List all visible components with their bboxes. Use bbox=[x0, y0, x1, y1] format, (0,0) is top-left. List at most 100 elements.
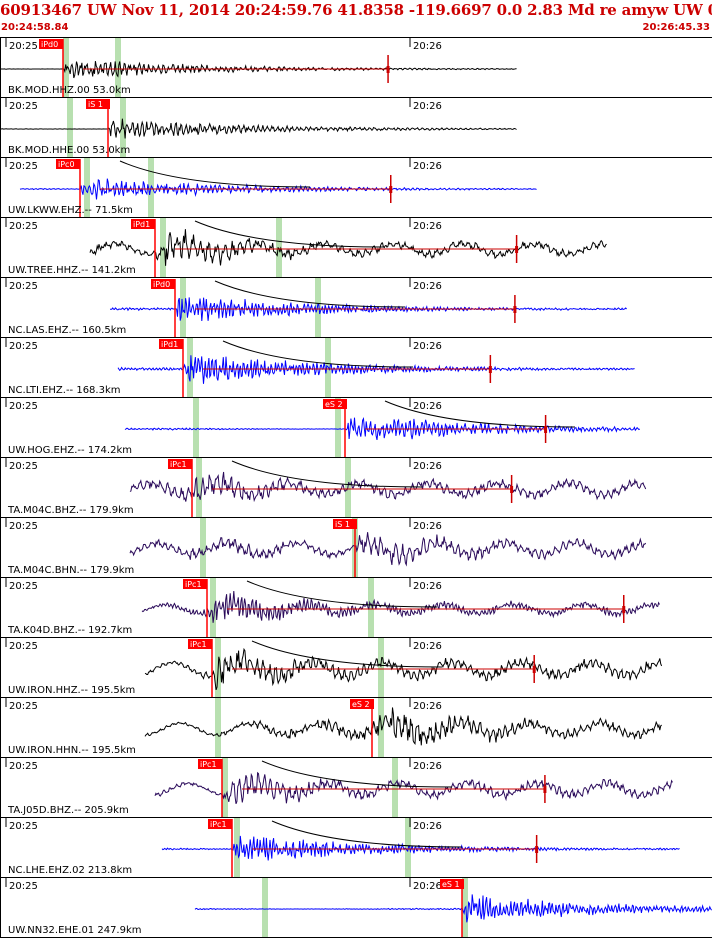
decay-curve bbox=[251, 640, 443, 668]
seismic-waveform bbox=[89, 229, 607, 266]
tick-label: 20:25 bbox=[9, 521, 38, 532]
tick-label: 20:26 bbox=[413, 221, 442, 232]
p-arrival-window bbox=[234, 818, 240, 877]
pick-label: iPc1 bbox=[170, 460, 187, 469]
trace-panel: 20:25 20:26 iPc1 TA.J05D.BHZ.-- 205.9km bbox=[0, 757, 712, 817]
pick-marker-box bbox=[208, 819, 232, 829]
s-arrival-window bbox=[276, 218, 282, 277]
pick-marker-box bbox=[440, 879, 464, 889]
tick-label: 20:25 bbox=[9, 461, 38, 472]
tick-label: 20:26 bbox=[413, 341, 442, 352]
station-label: BK.MOD.HHE.00 53.0km bbox=[8, 145, 130, 156]
p-arrival-window bbox=[200, 518, 206, 577]
tick-label: 20:26 bbox=[413, 161, 442, 172]
pick-label: iPc0 bbox=[58, 160, 75, 169]
station-label: UW.NN32.EHE.01 247.9km bbox=[8, 925, 142, 936]
trace-panel: 20:25 20:26 iS 1 BK.MOD.HHE.00 53.0km bbox=[0, 97, 712, 157]
p-arrival-window bbox=[210, 578, 216, 637]
tick-label: 20:25 bbox=[9, 161, 38, 172]
pick-marker-box bbox=[56, 159, 80, 169]
pick-label: iPc1 bbox=[200, 760, 217, 769]
pick-label: eS 2 bbox=[325, 400, 343, 409]
tick-label: 20:25 bbox=[9, 221, 38, 232]
s-arrival-window bbox=[335, 398, 341, 457]
p-arrival-window bbox=[222, 758, 228, 817]
pick-label: iPd0 bbox=[153, 280, 170, 289]
station-label: TA.J05D.BHZ.-- 205.9km bbox=[7, 805, 129, 816]
pick-marker-box bbox=[131, 219, 155, 229]
tick-label: 20:25 bbox=[9, 761, 38, 772]
decay-curve bbox=[261, 760, 453, 788]
station-label: TA.M04C.BHN.-- 179.9km bbox=[7, 565, 134, 576]
decay-curve bbox=[271, 820, 463, 848]
coda-end-marker-blob bbox=[510, 486, 514, 493]
pick-marker-box bbox=[151, 279, 175, 289]
p-arrival-window bbox=[160, 218, 166, 277]
pick-marker-box bbox=[86, 99, 110, 109]
trace-panel: 20:25 20:26 eS 1 UW.NN32.EHE.01 247.9km bbox=[0, 877, 712, 937]
station-label: NC.LHE.EHZ.02 213.8km bbox=[8, 865, 132, 876]
decay-curve bbox=[194, 220, 386, 248]
pick-label: iPc1 bbox=[185, 580, 202, 589]
tick-label: 20:25 bbox=[9, 641, 38, 652]
window-start-time: 20:24:58.84 bbox=[1, 22, 69, 33]
station-label: NC.LTI.EHZ.-- 168.3km bbox=[8, 385, 121, 396]
pick-label: iPc1 bbox=[190, 640, 207, 649]
seismic-waveform bbox=[0, 61, 517, 79]
pick-marker-box bbox=[188, 639, 212, 649]
tick-label: 20:25 bbox=[9, 341, 38, 352]
trace-panel: 20:25 20:26 eS 2 UW.IRON.HHN.-- 195.5km bbox=[0, 697, 712, 757]
seismic-waveform bbox=[117, 355, 635, 384]
pick-marker-box bbox=[168, 459, 192, 469]
pick-label: iPd1 bbox=[161, 340, 178, 349]
tick-label: 20:25 bbox=[9, 881, 38, 892]
seismic-waveform bbox=[129, 532, 647, 567]
coda-end-marker-blob bbox=[389, 186, 393, 193]
pick-label: iPc1 bbox=[210, 820, 227, 829]
tick-label: 20:26 bbox=[413, 821, 442, 832]
tick-label: 20:26 bbox=[413, 881, 442, 892]
pick-label: eS 1 bbox=[442, 880, 460, 889]
p-arrival-window bbox=[193, 398, 199, 457]
tick-label: 20:26 bbox=[413, 101, 442, 112]
station-label: TA.M04C.BHZ.-- 179.9km bbox=[7, 505, 134, 516]
pick-marker-box bbox=[333, 519, 357, 529]
coda-end-marker-blob bbox=[543, 786, 547, 793]
coda-end-marker-blob bbox=[386, 66, 390, 73]
trace-panel: 20:25 20:26 iS 1 TA.M04C.BHN.-- 179.9km bbox=[0, 517, 712, 577]
tick-label: 20:25 bbox=[9, 401, 38, 412]
s-arrival-window bbox=[368, 578, 374, 637]
coda-end-marker-blob bbox=[513, 306, 517, 313]
coda-end-marker-blob bbox=[532, 666, 536, 673]
station-label: NC.LAS.EHZ.-- 160.5km bbox=[8, 325, 126, 336]
tick-label: 20:25 bbox=[9, 281, 38, 292]
decay-curve bbox=[246, 580, 438, 608]
pick-marker-box bbox=[198, 759, 222, 769]
coda-end-marker-blob bbox=[622, 606, 626, 613]
decay-curve bbox=[222, 340, 414, 368]
trace-panel: 20:25 20:26 iPc1 NC.LHE.EHZ.02 213.8km bbox=[0, 817, 712, 877]
coda-end-marker-blob bbox=[488, 366, 492, 373]
trace-panel: 20:25 20:26 iPd0 NC.LAS.EHZ.-- 160.5km bbox=[0, 277, 712, 337]
tick-label: 20:25 bbox=[9, 101, 38, 112]
trace-panel: 20:25 20:26 iPc1 UW.IRON.HHZ.-- 195.5km bbox=[0, 637, 712, 697]
header-bar: 60913467 UW Nov 11, 2014 20:24:59.76 41.… bbox=[0, 0, 712, 36]
p-arrival-window bbox=[196, 458, 202, 517]
pick-label: iS 1 bbox=[335, 520, 350, 529]
trace-panel: 20:25 20:26 iPc1 TA.M04C.BHZ.-- 179.9km bbox=[0, 457, 712, 517]
seismic-waveform bbox=[194, 894, 712, 923]
seismic-waveform bbox=[129, 471, 647, 503]
seismic-waveform bbox=[144, 647, 663, 691]
station-label: UW.IRON.HHN.-- 195.5km bbox=[8, 745, 136, 756]
p-arrival-window bbox=[215, 698, 221, 757]
tick-label: 20:26 bbox=[413, 761, 442, 772]
tick-label: 20:26 bbox=[413, 701, 442, 712]
pick-label: iS 1 bbox=[88, 100, 103, 109]
tick-label: 20:26 bbox=[413, 401, 442, 412]
tick-label: 20:26 bbox=[413, 41, 442, 52]
s-arrival-window bbox=[378, 638, 384, 697]
pick-marker-box bbox=[159, 339, 183, 349]
trace-panel: 20:25 20:26 eS 2 UW.HOG.EHZ.-- 174.2km bbox=[0, 397, 712, 457]
station-label: TA.K04D.BHZ.-- 192.7km bbox=[7, 625, 132, 636]
trace-panel: 20:25 20:26 iPd1 NC.LTI.EHZ.-- 168.3km bbox=[0, 337, 712, 397]
